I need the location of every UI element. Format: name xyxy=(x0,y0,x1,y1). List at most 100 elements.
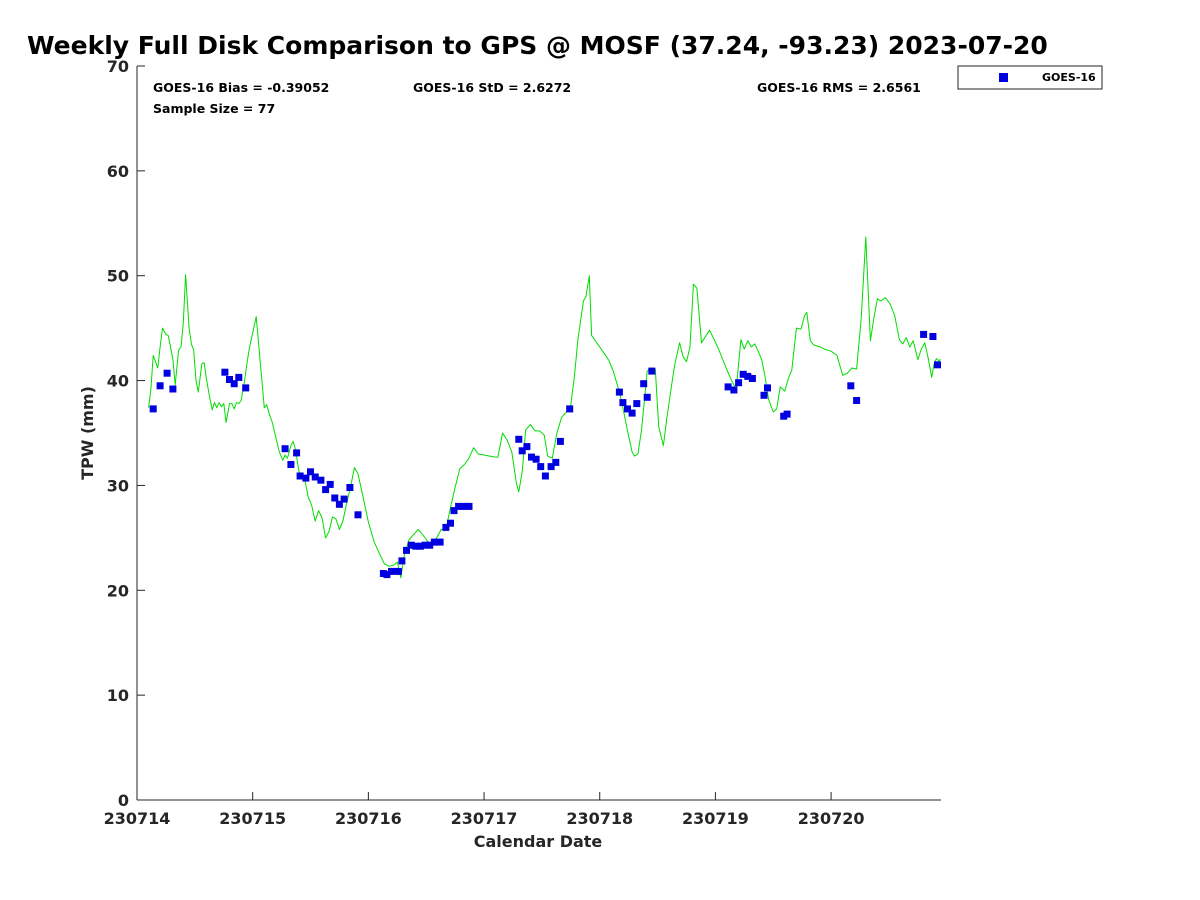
goes-data-point xyxy=(515,435,523,443)
goes-data-point xyxy=(163,369,171,377)
goes-data-point xyxy=(242,384,250,392)
goes-data-point xyxy=(317,476,325,484)
goes-data-point xyxy=(566,405,574,413)
std-annotation: GOES-16 StD = 2.6272 xyxy=(413,80,571,95)
y-tick-label: 20 xyxy=(107,581,129,600)
goes-data-point xyxy=(388,567,395,575)
goes-data-point xyxy=(226,376,233,383)
goes-data-point xyxy=(847,382,855,390)
goes-data-point xyxy=(465,502,473,510)
goes-data-point xyxy=(643,393,651,401)
goes-data-point xyxy=(640,380,648,388)
goes-data-point xyxy=(748,375,756,382)
y-tick-label: 50 xyxy=(107,267,129,286)
goes-data-point xyxy=(169,385,177,393)
goes-data-point xyxy=(311,473,319,481)
x-tick-label: 230715 xyxy=(219,809,286,828)
goes-data-point xyxy=(340,495,348,503)
goes-data-point xyxy=(552,458,560,466)
goes-data-point xyxy=(407,541,415,549)
goes-data-point xyxy=(450,507,458,515)
goes-data-point xyxy=(523,443,531,451)
goes-data-point xyxy=(518,447,526,455)
goes-data-point xyxy=(739,370,747,378)
legend-box xyxy=(957,65,1103,90)
goes-data-point xyxy=(744,372,752,380)
goes-data-point xyxy=(156,382,164,390)
goes-data-point xyxy=(221,368,229,376)
y-tick-label: 30 xyxy=(107,476,129,495)
legend-marker-goes xyxy=(999,73,1008,82)
goes-data-point xyxy=(760,391,768,399)
goes-data-point xyxy=(430,538,438,546)
chart-title: Weekly Full Disk Comparison to GPS @ MOS… xyxy=(27,31,1048,60)
goes-data-point xyxy=(929,333,937,340)
goes-data-point xyxy=(783,410,791,418)
goes-data-point xyxy=(442,523,450,531)
x-tick-label: 230719 xyxy=(682,809,749,828)
y-tick-label: 0 xyxy=(118,791,129,810)
goes-data-point xyxy=(354,511,362,519)
goes-data-point xyxy=(421,541,429,549)
axis-ticks: 0 10 20 30 40 50 60 70 230714 230715 230716 230717 2… xyxy=(104,57,865,828)
x-tick-label: 230720 xyxy=(798,809,865,828)
legend-label-goes: GOES-16 xyxy=(1042,71,1096,84)
goes-data-point xyxy=(633,400,641,408)
goes-data-point xyxy=(326,480,334,488)
x-tick-label: 230718 xyxy=(566,809,633,828)
goes-data-point xyxy=(624,405,631,413)
goes-data-point xyxy=(934,361,941,369)
goes-data-point xyxy=(398,557,406,565)
goes-data-point xyxy=(149,405,157,413)
goes-data-point xyxy=(532,455,540,463)
goes-data-point xyxy=(460,502,468,510)
goes-data-point xyxy=(235,373,243,381)
goes-data-point xyxy=(412,542,420,550)
x-tick-label: 230714 xyxy=(104,809,171,828)
goes-data-point xyxy=(230,380,238,388)
goes-data-point xyxy=(615,388,623,396)
goes-data-point xyxy=(322,486,330,494)
goes-data-point xyxy=(307,468,314,476)
goes-data-point xyxy=(537,463,545,471)
goes-data-point xyxy=(455,502,463,510)
goes-data-point xyxy=(541,472,549,480)
y-axis-label: TPW (mm) xyxy=(78,386,97,480)
goes-data-point xyxy=(735,379,743,387)
goes-data-point xyxy=(394,567,402,575)
goes-data-point xyxy=(628,409,636,417)
goes-data-point xyxy=(287,461,295,468)
goes-data-point xyxy=(302,474,310,482)
goes-data-point xyxy=(331,494,339,502)
goes-data-point xyxy=(293,449,301,457)
goes-data-point xyxy=(426,541,434,549)
goes-series xyxy=(149,330,941,579)
goes-data-point xyxy=(556,437,564,445)
goes-data-point xyxy=(383,571,391,579)
x-axis-label: Calendar Date xyxy=(474,832,603,851)
legend: GOES-16 xyxy=(957,65,1103,90)
goes-data-point xyxy=(648,367,656,375)
y-tick-label: 10 xyxy=(107,686,129,705)
x-tick-label: 230717 xyxy=(451,809,518,828)
gps-series xyxy=(148,236,942,579)
y-tick-label: 40 xyxy=(107,372,129,391)
goes-data-point xyxy=(724,383,732,391)
goes-data-point xyxy=(764,384,771,392)
goes-data-point xyxy=(619,399,627,407)
goes-data-point xyxy=(528,453,535,461)
goes-data-point xyxy=(436,538,444,546)
goes-data-point xyxy=(416,542,424,550)
goes-data-point xyxy=(447,519,454,527)
bias-annotation: GOES-16 Bias = -0.39052 xyxy=(153,80,329,95)
y-tick-label: 60 xyxy=(107,162,129,181)
goes-data-point xyxy=(730,386,738,394)
sample-size-annotation: Sample Size = 77 xyxy=(153,101,275,116)
goes-data-point xyxy=(281,445,289,453)
y-tick-label: 70 xyxy=(107,57,129,76)
goes-data-point xyxy=(335,500,343,508)
goes-data-point xyxy=(853,397,861,404)
goes-data-point xyxy=(547,463,555,471)
goes-data-point xyxy=(920,330,928,338)
